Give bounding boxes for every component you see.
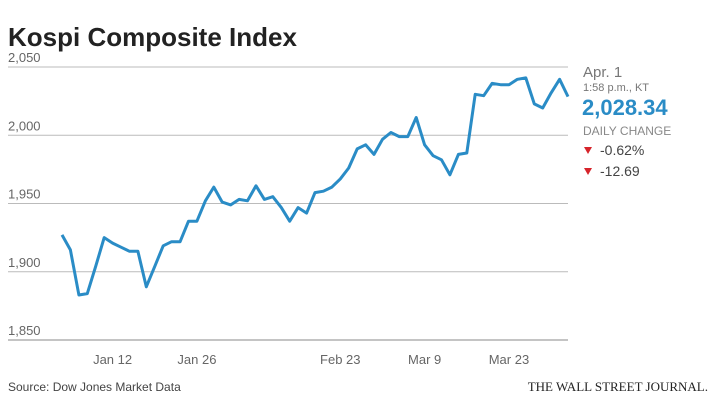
x-tick-label: Mar 23 [489, 352, 529, 367]
change-pts: -12.69 [600, 163, 640, 179]
source: Source: Dow Jones Market Data [8, 380, 181, 394]
x-tick-label: Mar 9 [408, 352, 441, 367]
down-arrow [584, 147, 592, 154]
latest-date: Apr. 1 [583, 64, 622, 81]
latest-time: 1:58 p.m., KT [583, 82, 649, 94]
y-tick-label: 1,950 [8, 187, 41, 202]
y-tick-label: 2,000 [8, 118, 41, 133]
y-tick-label: 1,850 [8, 323, 41, 338]
y-tick-label: 2,050 [8, 50, 41, 65]
change-title: DAILY CHANGE [583, 124, 671, 138]
chart-title: Kospi Composite Index [8, 22, 297, 52]
change-pct: -0.62% [600, 142, 644, 158]
x-tick-label: Jan 26 [177, 352, 216, 367]
latest-value: 2,028.34 [582, 95, 668, 120]
y-tick-label: 1,900 [8, 255, 41, 270]
down-arrow [584, 168, 592, 175]
publisher: THE WALL STREET JOURNAL. [528, 379, 708, 394]
x-tick-label: Jan 12 [93, 352, 132, 367]
x-tick-label: Feb 23 [320, 352, 360, 367]
price-line [60, 76, 570, 297]
